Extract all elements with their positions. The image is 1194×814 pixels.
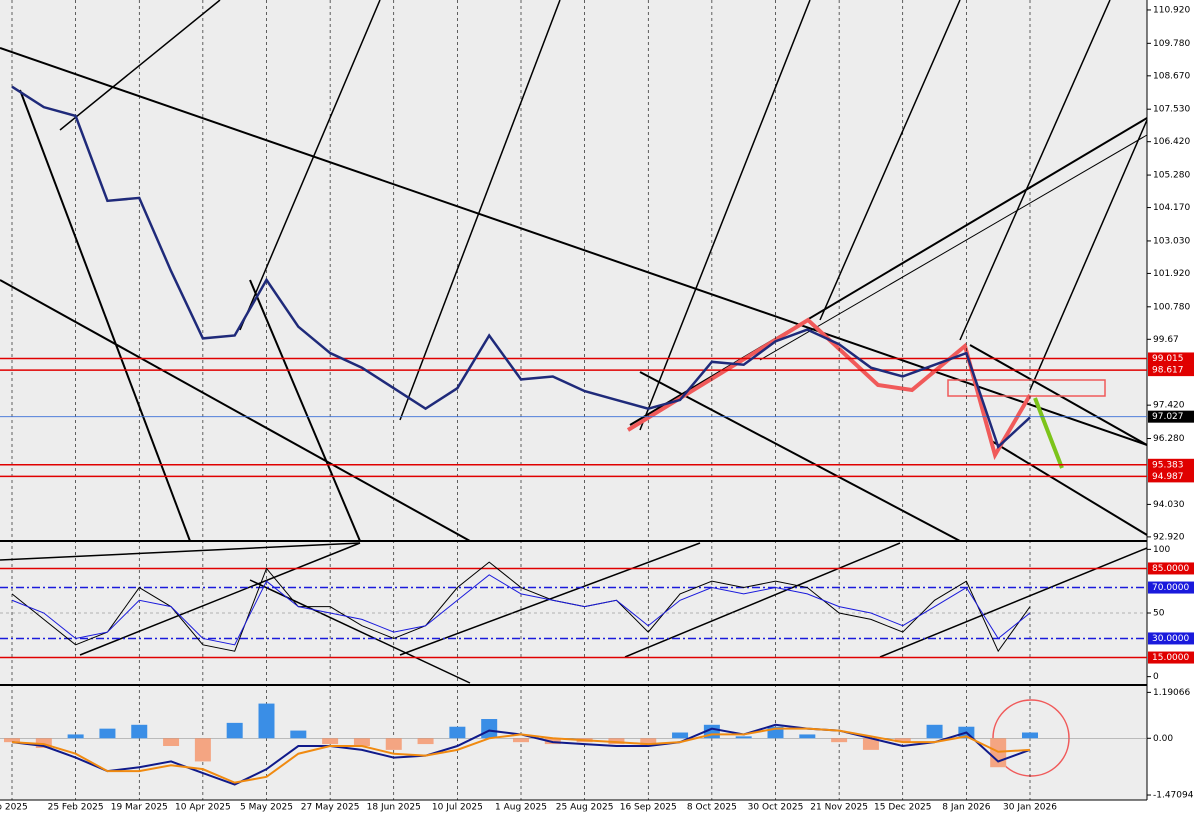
y-tick-label: 0: [1153, 672, 1159, 682]
histogram-bar: [258, 703, 275, 739]
y-tick-label: 108.670: [1153, 71, 1190, 81]
histogram-bar: [767, 726, 784, 739]
level-label-box: [1148, 632, 1194, 645]
histogram-bar: [417, 738, 434, 745]
y-tick-label: 101.920: [1153, 269, 1190, 279]
level-label: 99.015: [1152, 354, 1184, 364]
y-tick-label: 107.530: [1153, 105, 1190, 115]
y-tick-label: 96.280: [1153, 434, 1185, 444]
y-tick-label: 100.780: [1153, 302, 1190, 312]
y-tick-label: 106.420: [1153, 137, 1190, 147]
level-label-box: [1148, 651, 1194, 664]
y-tick-label: 104.170: [1153, 203, 1190, 213]
x-tick-label: 10 Jul 2025: [432, 803, 483, 813]
annotations: [626, 317, 1106, 777]
indicator-line: [11, 727, 1031, 784]
level-label-box: [1148, 562, 1194, 575]
histogram-bar: [640, 738, 657, 747]
histogram-bar: [322, 738, 339, 745]
level-label-box: [1148, 581, 1194, 594]
histogram-bar: [163, 738, 180, 747]
level-label: 98.617: [1152, 366, 1184, 376]
x-tick-label: 15 Dec 2025: [874, 803, 932, 813]
x-tick-label: 25 Aug 2025: [556, 803, 614, 813]
histogram-bar: [799, 734, 816, 739]
histogram-bar: [226, 722, 243, 739]
level-label: 85.0000: [1152, 564, 1189, 574]
y-tick-label: 0.00: [1153, 734, 1173, 744]
histogram-bar: [4, 738, 20, 743]
histogram-bar: [353, 738, 370, 747]
x-tick-label: 8 Oct 2025: [687, 803, 737, 813]
histogram-bar: [194, 738, 211, 762]
histogram-bar: [735, 736, 752, 739]
x-tick-label: 8 Jan 2026: [942, 803, 990, 813]
x-tick-label: 30 Jan 2026: [1003, 803, 1057, 813]
level-label: 30.0000: [1152, 634, 1189, 644]
histogram-bar: [449, 726, 466, 739]
histogram-bar: [481, 719, 498, 739]
y-tick-label: 99.67: [1153, 335, 1179, 345]
y-tick-label: 1.19066: [1153, 688, 1190, 698]
histogram-bar: [831, 738, 848, 743]
x-tick-label: 19 Mar 2025: [111, 803, 168, 813]
y-tick-label: 109.780: [1153, 39, 1190, 49]
histogram-bar: [290, 730, 307, 739]
histogram-bar: [672, 732, 689, 739]
level-label-box: [1148, 470, 1194, 483]
y-tick-label: 97.420: [1153, 401, 1185, 411]
y-tick-label: 92.920: [1153, 532, 1185, 542]
histogram-bar: [385, 738, 402, 750]
x-tick-label: 10 Apr 2025: [175, 803, 231, 813]
histogram-bar: [926, 724, 943, 739]
level-label-box: [1148, 410, 1194, 423]
histogram-bar: [513, 738, 529, 743]
level-label: 97.027: [1152, 412, 1184, 422]
price-line: [11, 85, 1031, 449]
histogram-bar: [67, 734, 84, 739]
y-tick-label: -1.47094: [1153, 791, 1194, 801]
x-tick-label: b 2025: [0, 803, 28, 813]
level-label-box: [1148, 352, 1194, 365]
histogram-bar: [99, 728, 116, 739]
y-tick-label: 94.030: [1153, 500, 1185, 510]
x-tick-label: 21 Nov 2025: [810, 803, 868, 813]
histogram-bar: [131, 724, 148, 739]
level-label-box: [1148, 364, 1194, 377]
level-label-box: [1148, 458, 1194, 471]
level-label: 70.0000: [1152, 583, 1189, 593]
x-tick-label: 25 Feb 2025: [48, 803, 104, 813]
y-tick-label: 100: [1153, 545, 1170, 555]
x-tick-label: 27 May 2025: [301, 803, 360, 813]
histogram-bar: [894, 738, 911, 743]
x-tick-label: 18 Jun 2025: [367, 803, 421, 813]
trendlines: [0, 0, 1148, 684]
x-tick-label: 1 Aug 2025: [495, 803, 547, 813]
histogram-bar: [1022, 732, 1038, 739]
level-label: 94.987: [1152, 472, 1184, 482]
level-label: 95.383: [1152, 460, 1184, 470]
histogram-bar: [862, 738, 879, 750]
level-label: 15.0000: [1152, 653, 1189, 663]
indicator-line: [11, 574, 1031, 646]
x-tick-label: 5 May 2025: [240, 803, 293, 813]
y-tick-label: 50: [1153, 609, 1165, 619]
y-tick-label: 103.030: [1153, 236, 1190, 246]
y-tick-label: 105.280: [1153, 171, 1190, 181]
x-tick-label: 16 Sep 2025: [620, 803, 677, 813]
y-tick-label: 110.920: [1153, 5, 1190, 15]
indicator-line: [11, 561, 1031, 653]
x-tick-label: 30 Oct 2025: [748, 803, 804, 813]
plot-background: [0, 0, 1147, 800]
